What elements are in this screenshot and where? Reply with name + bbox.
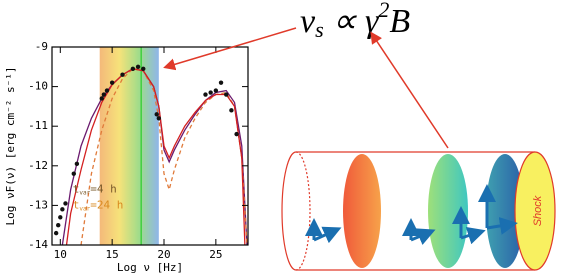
data-point (234, 131, 239, 137)
eq-sub: s (315, 17, 324, 42)
annotation: tvar=4 h (73, 183, 117, 197)
model-curve (80, 68, 248, 245)
y-axis-title: Log νF(ν) [erg cm⁻² s⁻¹] (4, 67, 17, 226)
eq-part: B (389, 3, 410, 40)
annotation-text: =4 h (90, 183, 117, 196)
model-curve (65, 68, 246, 245)
annotation-sub: var (79, 205, 90, 212)
y-tick-label: -13 (28, 198, 48, 211)
data-point (156, 116, 162, 121)
y-tick-label: -11 (28, 119, 48, 132)
data-point (101, 92, 107, 97)
data-point (218, 80, 224, 85)
data-point (60, 207, 65, 212)
x-axis-title: Log ν [Hz] (117, 261, 183, 274)
x-tick-label: 20 (157, 248, 170, 261)
data-point (130, 66, 136, 71)
annotation-symbol: t (73, 198, 80, 211)
shock-label: Shock (532, 195, 544, 226)
eq-sup: 2 (378, 0, 389, 22)
data-point (213, 88, 219, 93)
arrow (163, 27, 297, 71)
data-point (141, 66, 146, 71)
plot-frame (51, 46, 249, 246)
annotation-text: =24 h (90, 198, 123, 211)
data-point (58, 215, 63, 220)
data-point (224, 92, 229, 97)
equation: νs ∝ γ2B (300, 0, 410, 42)
arrow (370, 31, 449, 149)
data-point (104, 88, 110, 93)
annotation: tvar=24 h (73, 198, 124, 212)
x-tick-label: 25 (209, 248, 222, 261)
x-tick-label: 10 (54, 248, 67, 261)
data-point (229, 108, 234, 113)
annotation-symbol: t (73, 183, 80, 196)
x-tick-label: 15 (106, 248, 119, 261)
data-point (71, 171, 76, 176)
data-point (99, 96, 104, 101)
data-point (56, 223, 61, 228)
band (99, 47, 159, 245)
y-tick-label: -10 (28, 80, 48, 93)
eq-part: ν (300, 3, 316, 40)
data-point (203, 92, 208, 97)
data-point (208, 90, 213, 95)
data-point (74, 161, 80, 167)
data-point (154, 112, 159, 117)
data-point (109, 80, 115, 85)
data-point (63, 201, 68, 206)
data-point (53, 230, 59, 236)
data-point (120, 72, 125, 77)
annotation-sub: var (79, 189, 90, 196)
data-point (135, 64, 141, 70)
y-tick-label: -14 (28, 238, 48, 251)
jet-diagram: Shock (281, 151, 556, 271)
eq-part: ∝ γ (324, 3, 380, 40)
y-tick-label: -9 (35, 40, 48, 53)
y-tick-label: -12 (28, 159, 48, 172)
